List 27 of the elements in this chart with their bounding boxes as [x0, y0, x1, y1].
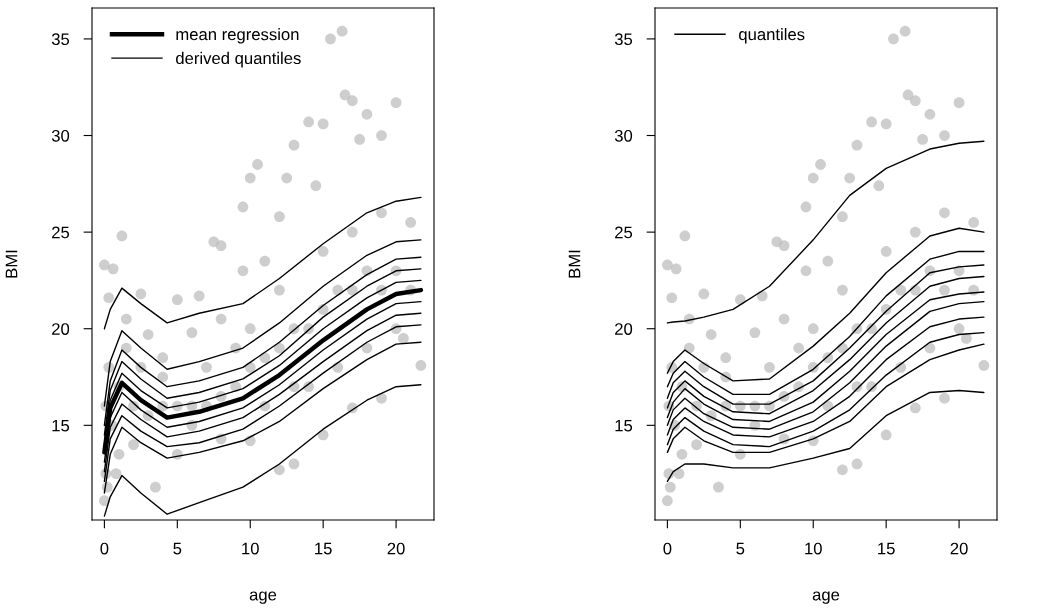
y-tick-label: 30 — [51, 129, 70, 142]
y-tick-label: 15 — [52, 419, 70, 432]
x-tick-label: 20 — [950, 542, 968, 555]
x-tick-label: 5 — [173, 542, 182, 555]
y-axis-title: BMI — [5, 250, 18, 278]
x-tick-label: 15 — [315, 542, 332, 555]
x-tick-label: 15 — [878, 542, 895, 555]
x-tick-label: 5 — [736, 542, 745, 555]
y-axis-title: BMI — [568, 250, 581, 278]
y-tick-label: 30 — [614, 129, 633, 142]
x-tick-label: 10 — [242, 542, 259, 555]
y-tick-label: 35 — [614, 33, 633, 46]
x-tick-label: 0 — [100, 542, 109, 555]
legend-label: derived quantiles — [176, 51, 301, 68]
y-tick-label: 20 — [615, 323, 633, 335]
x-tick-label: 20 — [387, 542, 405, 555]
y-tick-label: 35 — [51, 33, 70, 46]
x-axis-title: age — [812, 591, 840, 604]
x-axis-title: age — [249, 591, 277, 604]
legend-label: mean regression — [176, 28, 299, 44]
x-tick-label: 0 — [663, 542, 672, 555]
x-tick-label: 10 — [805, 542, 822, 555]
y-tick-label: 25 — [52, 226, 70, 239]
y-tick-label: 25 — [615, 226, 633, 239]
legend-label: quantiles — [739, 28, 805, 44]
y-tick-label: 15 — [615, 419, 633, 432]
y-tick-label: 20 — [52, 323, 70, 335]
